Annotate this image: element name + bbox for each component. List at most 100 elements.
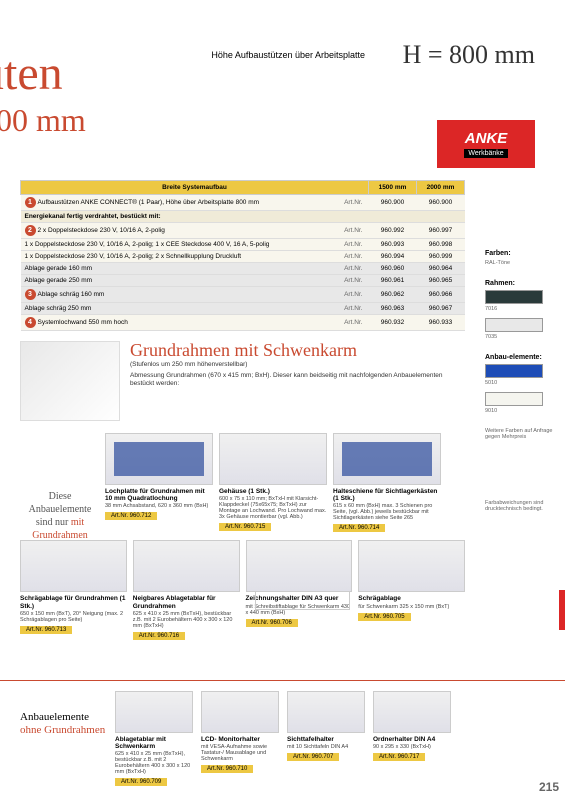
table-cell-desc: 22 x Doppelsteckdose 230 V, 10/16 A, 2-p… (21, 223, 334, 239)
height-value: H = 800 mm (403, 40, 535, 70)
product-image (105, 433, 213, 485)
product-desc: 38 mm Achsabstand, 620 x 360 mm (BxH) (105, 503, 213, 509)
table-cell-v2: 960.965 (417, 275, 465, 287)
main-content: Breite Systemaufbau 1500 mm 2000 mm 1Auf… (20, 180, 465, 640)
product-title: Sichttafelhalter (287, 736, 365, 743)
product-image (333, 433, 441, 485)
product-art: Art.Nr. 960.716 (133, 632, 185, 640)
table-cell-desc: Ablage gerade 250 mm (21, 275, 334, 287)
table-cell-v1: 960.963 (369, 303, 417, 315)
table-cell-v2: 960.999 (417, 251, 465, 263)
anbau-label: Anbau-elemente: (485, 354, 557, 361)
product-art: Art.Nr. 960.715 (219, 523, 271, 531)
product-art: Art.Nr. 960.713 (20, 626, 72, 634)
product-image (287, 691, 365, 733)
product-card: Sichttafelhaltermit 10 Sichttafeln DIN A… (287, 691, 365, 786)
footer-products: Ablagetablar mit Schwenkarm625 x 410 x 2… (115, 691, 451, 786)
footer: Anbauelemente ohne Grundrahmen Ablagetab… (0, 680, 565, 800)
table-cell-desc: Ablage schräg 250 mm (21, 303, 334, 315)
product-card: LCD- Monitorhaltermit VESA-Aufnahme sowi… (201, 691, 279, 786)
red-edge-bar (559, 590, 565, 630)
product-image (133, 540, 240, 592)
table-cell-v1: 960.993 (369, 239, 417, 251)
table-cell-desc: Ablage gerade 160 mm (21, 263, 334, 275)
product-image (20, 540, 127, 592)
table-cell-v2: 960.964 (417, 263, 465, 275)
th-2000: 2000 mm (417, 181, 465, 195)
table-cell-v1: 960.961 (369, 275, 417, 287)
table-cell-art: Art.Nr. (334, 239, 369, 251)
product-card: Lochplatte für Grundrahmen mit 10 mm Qua… (105, 433, 213, 532)
title-line2: 000 mm (0, 102, 86, 139)
product-image (219, 433, 327, 485)
th-breite: Breite Systemaufbau (21, 181, 369, 195)
table-cell-v1: 960.960 (369, 263, 417, 275)
color-swatch (485, 364, 543, 378)
product-image (201, 691, 279, 733)
step-circle: 4 (25, 317, 36, 328)
page-header: uten 000 mm Höhe Aufbaustützen über Arbe… (0, 20, 545, 160)
table-cell-art: Art.Nr. (334, 315, 369, 331)
product-art: Art.Nr. 960.705 (358, 613, 410, 621)
table-cell-art: Art.Nr. (334, 195, 369, 211)
table-cell-v2: 960.967 (417, 303, 465, 315)
product-desc: 650 x 150 mm (BxT), 20° Neigung (max. 2 … (20, 611, 127, 623)
swatch-label: 7035 (485, 334, 557, 340)
sidebar-note2: Farbabweichungen sind drucktechnisch bed… (485, 500, 557, 512)
product-title: LCD- Monitorhalter (201, 736, 279, 743)
product-title: Neigbares Ablagetablar für Grundrahmen (133, 595, 240, 609)
product-art: Art.Nr. 960.706 (246, 619, 298, 627)
table-cell-art: Art.Nr. (334, 263, 369, 275)
product-image (246, 540, 353, 592)
table-cell-v1: 960.900 (369, 195, 417, 211)
product-title: Halteschiene für Sichtlagerkästen (1 Stk… (333, 488, 441, 502)
step-circle: 3 (25, 289, 36, 300)
product-desc: mit VESA-Aufnahme sowie Tastatur-/ Mausa… (201, 744, 279, 762)
product-card: Ablagetablar mit Schwenkarm625 x 410 x 2… (115, 691, 193, 786)
table-cell-v1: 960.992 (369, 223, 417, 239)
product-card: Zeichnungshalter DIN A3 quermit Schreibs… (246, 540, 353, 639)
products-row2: Schrägablage für Grundrahmen (1 Stk.) 650… (20, 540, 465, 639)
step-circle: 2 (25, 225, 36, 236)
step-circle: 1 (25, 197, 36, 208)
table-cell-desc: 4Systemlochwand 550 mm hoch (21, 315, 334, 331)
product-art: Art.Nr. 960.717 (373, 753, 425, 761)
table-cell-art: Art.Nr. (334, 303, 369, 315)
product-desc: 600 x 75 x 110 mm; BxTxH mit Klarsicht-K… (219, 496, 327, 520)
product-desc: mit 10 Sichttafeln DIN A4 (287, 744, 365, 750)
grundrahmen-image (20, 341, 120, 421)
color-swatch (485, 392, 543, 406)
grundrahmen-desc: Abmessung Grundrahmen (670 x 415 mm; BxH… (130, 372, 465, 389)
product-image (115, 691, 193, 733)
product-title: Ordnerhalter DIN A4 (373, 736, 451, 743)
product-title: Schrägablage (358, 595, 465, 602)
product-card: Schrägablage für Schwenkarm 325 x 150 mm … (358, 540, 465, 639)
product-desc: 90 x 295 x 330 (BxTxH) (373, 744, 451, 750)
table-cell-v1: 960.994 (369, 251, 417, 263)
anke-logo: ANKE Werkbänke (437, 120, 535, 168)
table-cell-v2: 960.997 (417, 223, 465, 239)
table-cell-art: Art.Nr. (334, 223, 369, 239)
farben-sub: RAL-Töne (485, 260, 557, 266)
table-cell-v2: 960.933 (417, 315, 465, 331)
product-title: Schrägablage für Grundrahmen (1 Stk.) (20, 595, 127, 609)
product-art: Art.Nr. 960.709 (115, 778, 167, 786)
product-card: Neigbares Ablagetablar für Grundrahmen 62… (133, 540, 240, 639)
product-desc: 625 x 410 x 25 mm (BxTxH), bestückbar z.… (133, 611, 240, 629)
product-card: Schrägablage für Grundrahmen (1 Stk.) 650… (20, 540, 127, 639)
product-card: Halteschiene für Sichtlagerkästen (1 Stk… (333, 433, 441, 532)
footer-title: Anbauelemente ohne Grundrahmen (20, 711, 105, 737)
product-desc: für Schwenkarm 325 x 150 mm (BxT) (358, 604, 465, 610)
swatch-label: 7016 (485, 306, 557, 312)
table-cell-art: Art.Nr. (334, 251, 369, 263)
product-art: Art.Nr. 960.707 (287, 753, 339, 761)
table-cell-desc: 1 x Doppelsteckdose 230 V, 10/16 A, 2-po… (21, 251, 334, 263)
table-cell-art: Art.Nr. (334, 287, 369, 303)
grundrahmen-sub: (Stufenlos um 250 mm höhenverstellbar) (130, 361, 465, 368)
product-desc: 625 x 410 x 25 mm (BxTxH), bestückbar z.… (115, 751, 193, 775)
farben-label: Farben: (485, 250, 557, 257)
grundrahmen-title: Grundrahmen mit Schwenkarm (130, 341, 465, 359)
table-cell-v2: 960.900 (417, 195, 465, 211)
grundrahmen-section: Grundrahmen mit Schwenkarm (Stufenlos um… (20, 341, 465, 421)
product-title: Ablagetablar mit Schwenkarm (115, 736, 193, 750)
